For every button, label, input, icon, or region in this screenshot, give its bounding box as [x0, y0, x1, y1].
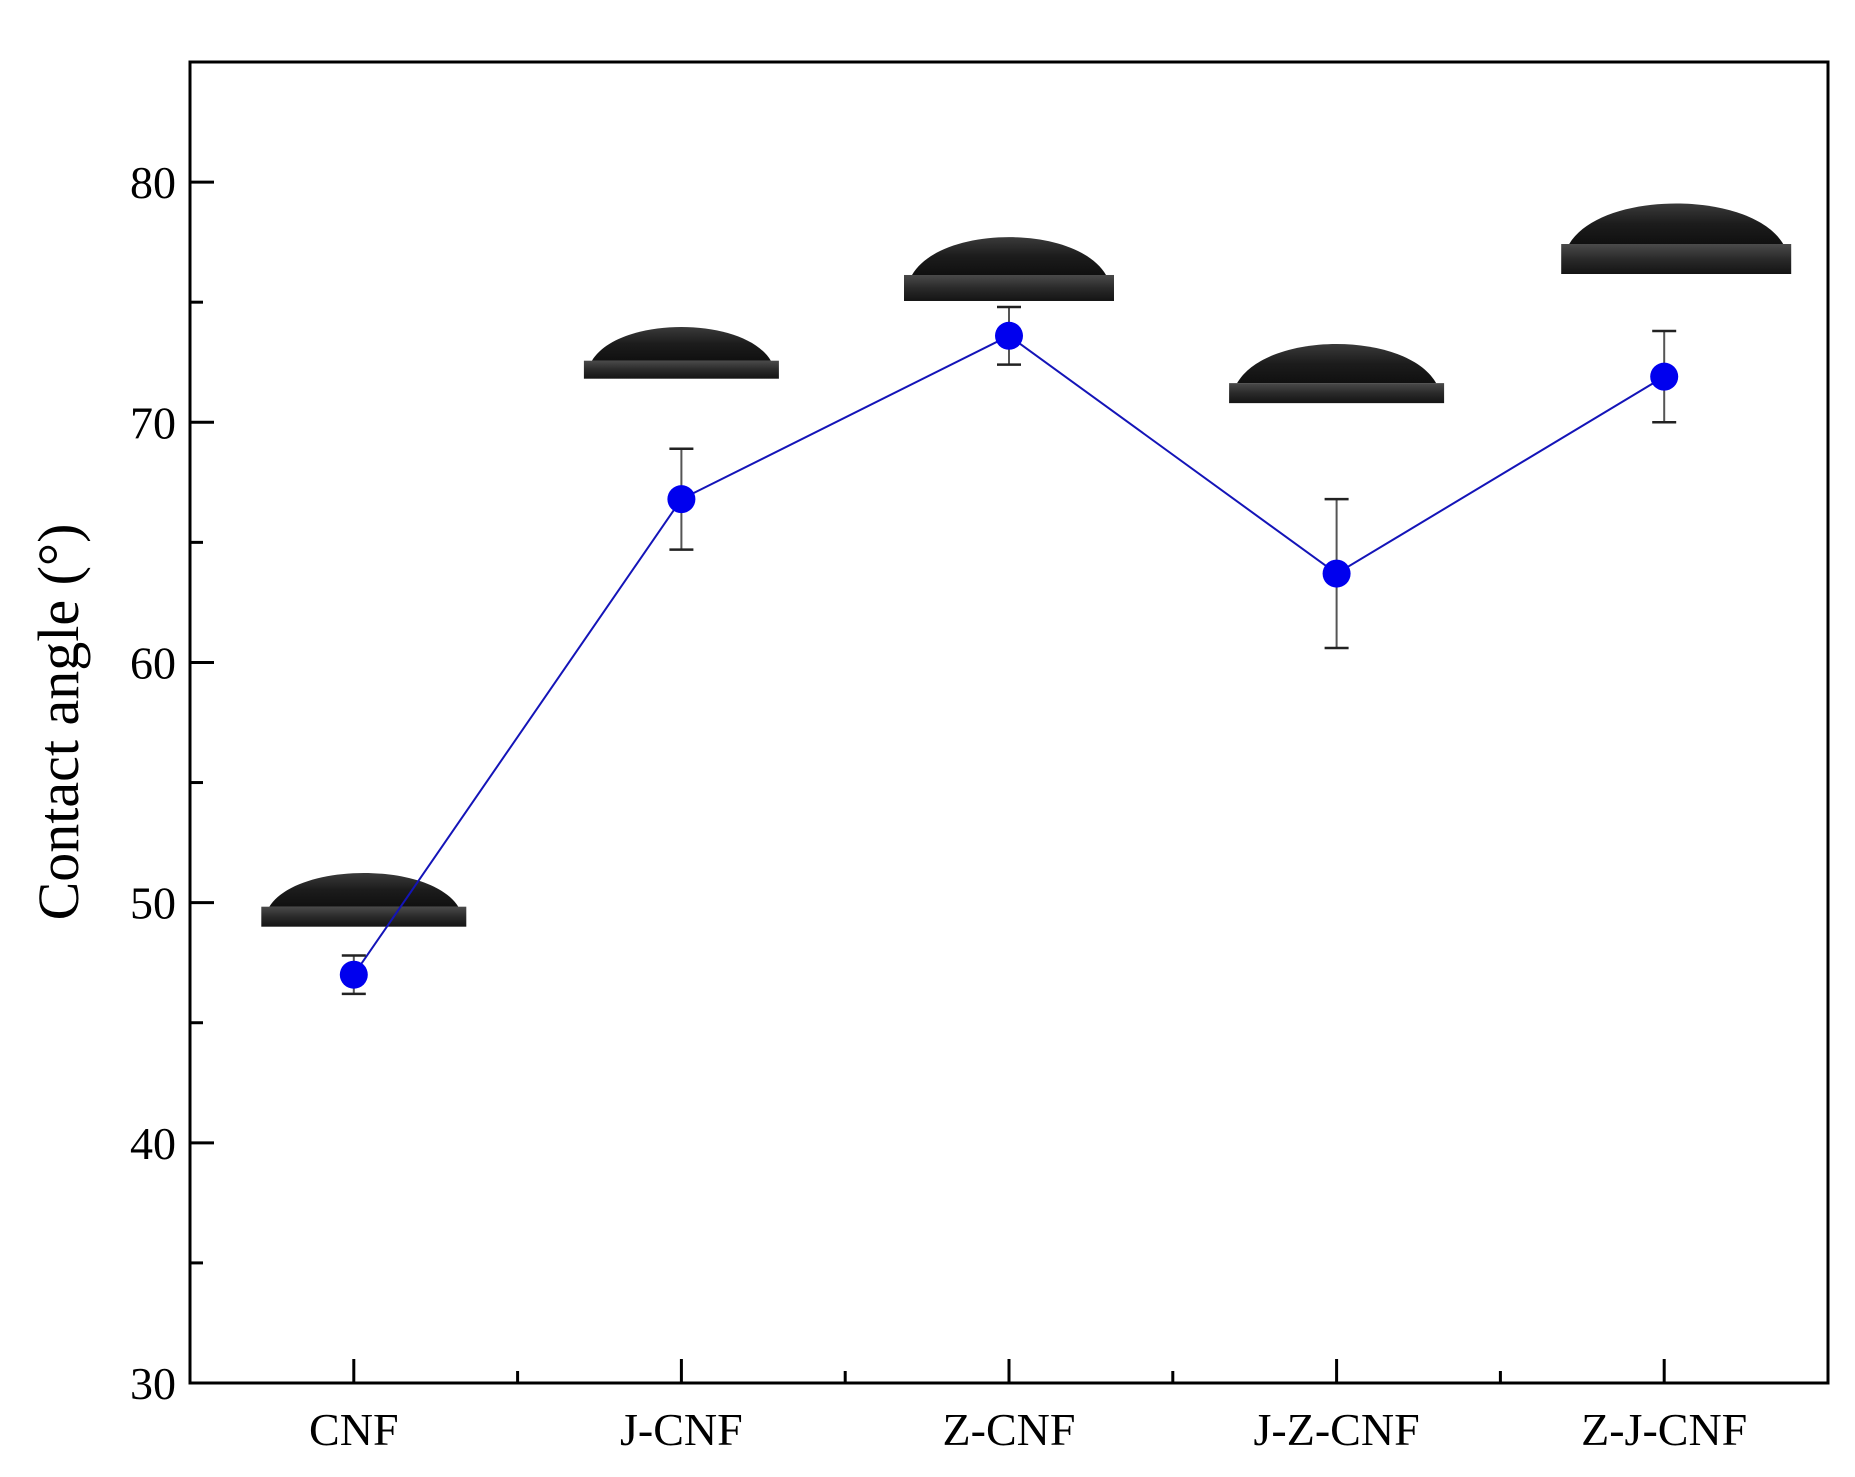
droplet-shape: [1237, 343, 1437, 384]
droplet-image: [261, 872, 467, 927]
y-tick-label: 80: [130, 157, 176, 208]
data-point: [1322, 559, 1351, 588]
y-tick-label: 60: [130, 637, 176, 688]
data-point: [995, 321, 1023, 350]
x-tick-label: Z-CNF: [943, 1404, 1076, 1455]
x-axis: CNF J-CNF Z-CNF J-Z-CNF Z-J-CNF: [309, 1359, 1747, 1455]
data-point: [1650, 362, 1679, 391]
x-tick-label: CNF: [309, 1404, 398, 1455]
y-tick-label: 50: [130, 878, 176, 929]
droplet-shape: [1569, 203, 1784, 245]
droplet-image: [904, 237, 1114, 301]
droplet-substrate: [1229, 383, 1445, 404]
droplet-substrate: [1561, 244, 1792, 275]
y-axis-title: Contact angle (°): [26, 524, 91, 921]
y-tick-label: 30: [130, 1358, 176, 1409]
droplet-substrate: [904, 274, 1114, 301]
y-tick-label: 40: [130, 1118, 176, 1169]
x-tick-label: J-CNF: [620, 1404, 743, 1455]
droplet-shape: [912, 237, 1106, 275]
x-tick-label: J-Z-CNF: [1254, 1404, 1420, 1455]
y-axis: 30 40 50 60 70 80: [130, 157, 214, 1409]
droplet-image: [1561, 203, 1792, 275]
droplet-image: [1229, 343, 1445, 404]
x-tick-label: Z-J-CNF: [1581, 1404, 1747, 1455]
y-tick-label: 70: [130, 397, 176, 448]
droplet-shape: [591, 326, 771, 361]
data-point: [339, 960, 368, 989]
series-contact-angle: [339, 305, 1679, 996]
series-line: [352, 334, 1665, 976]
droplet-substrate: [583, 360, 779, 379]
data-point: [667, 485, 696, 514]
droplet-insets: [261, 203, 1792, 927]
droplet-image: [583, 326, 779, 379]
droplet-substrate: [261, 906, 467, 927]
droplet-shape: [269, 872, 459, 907]
